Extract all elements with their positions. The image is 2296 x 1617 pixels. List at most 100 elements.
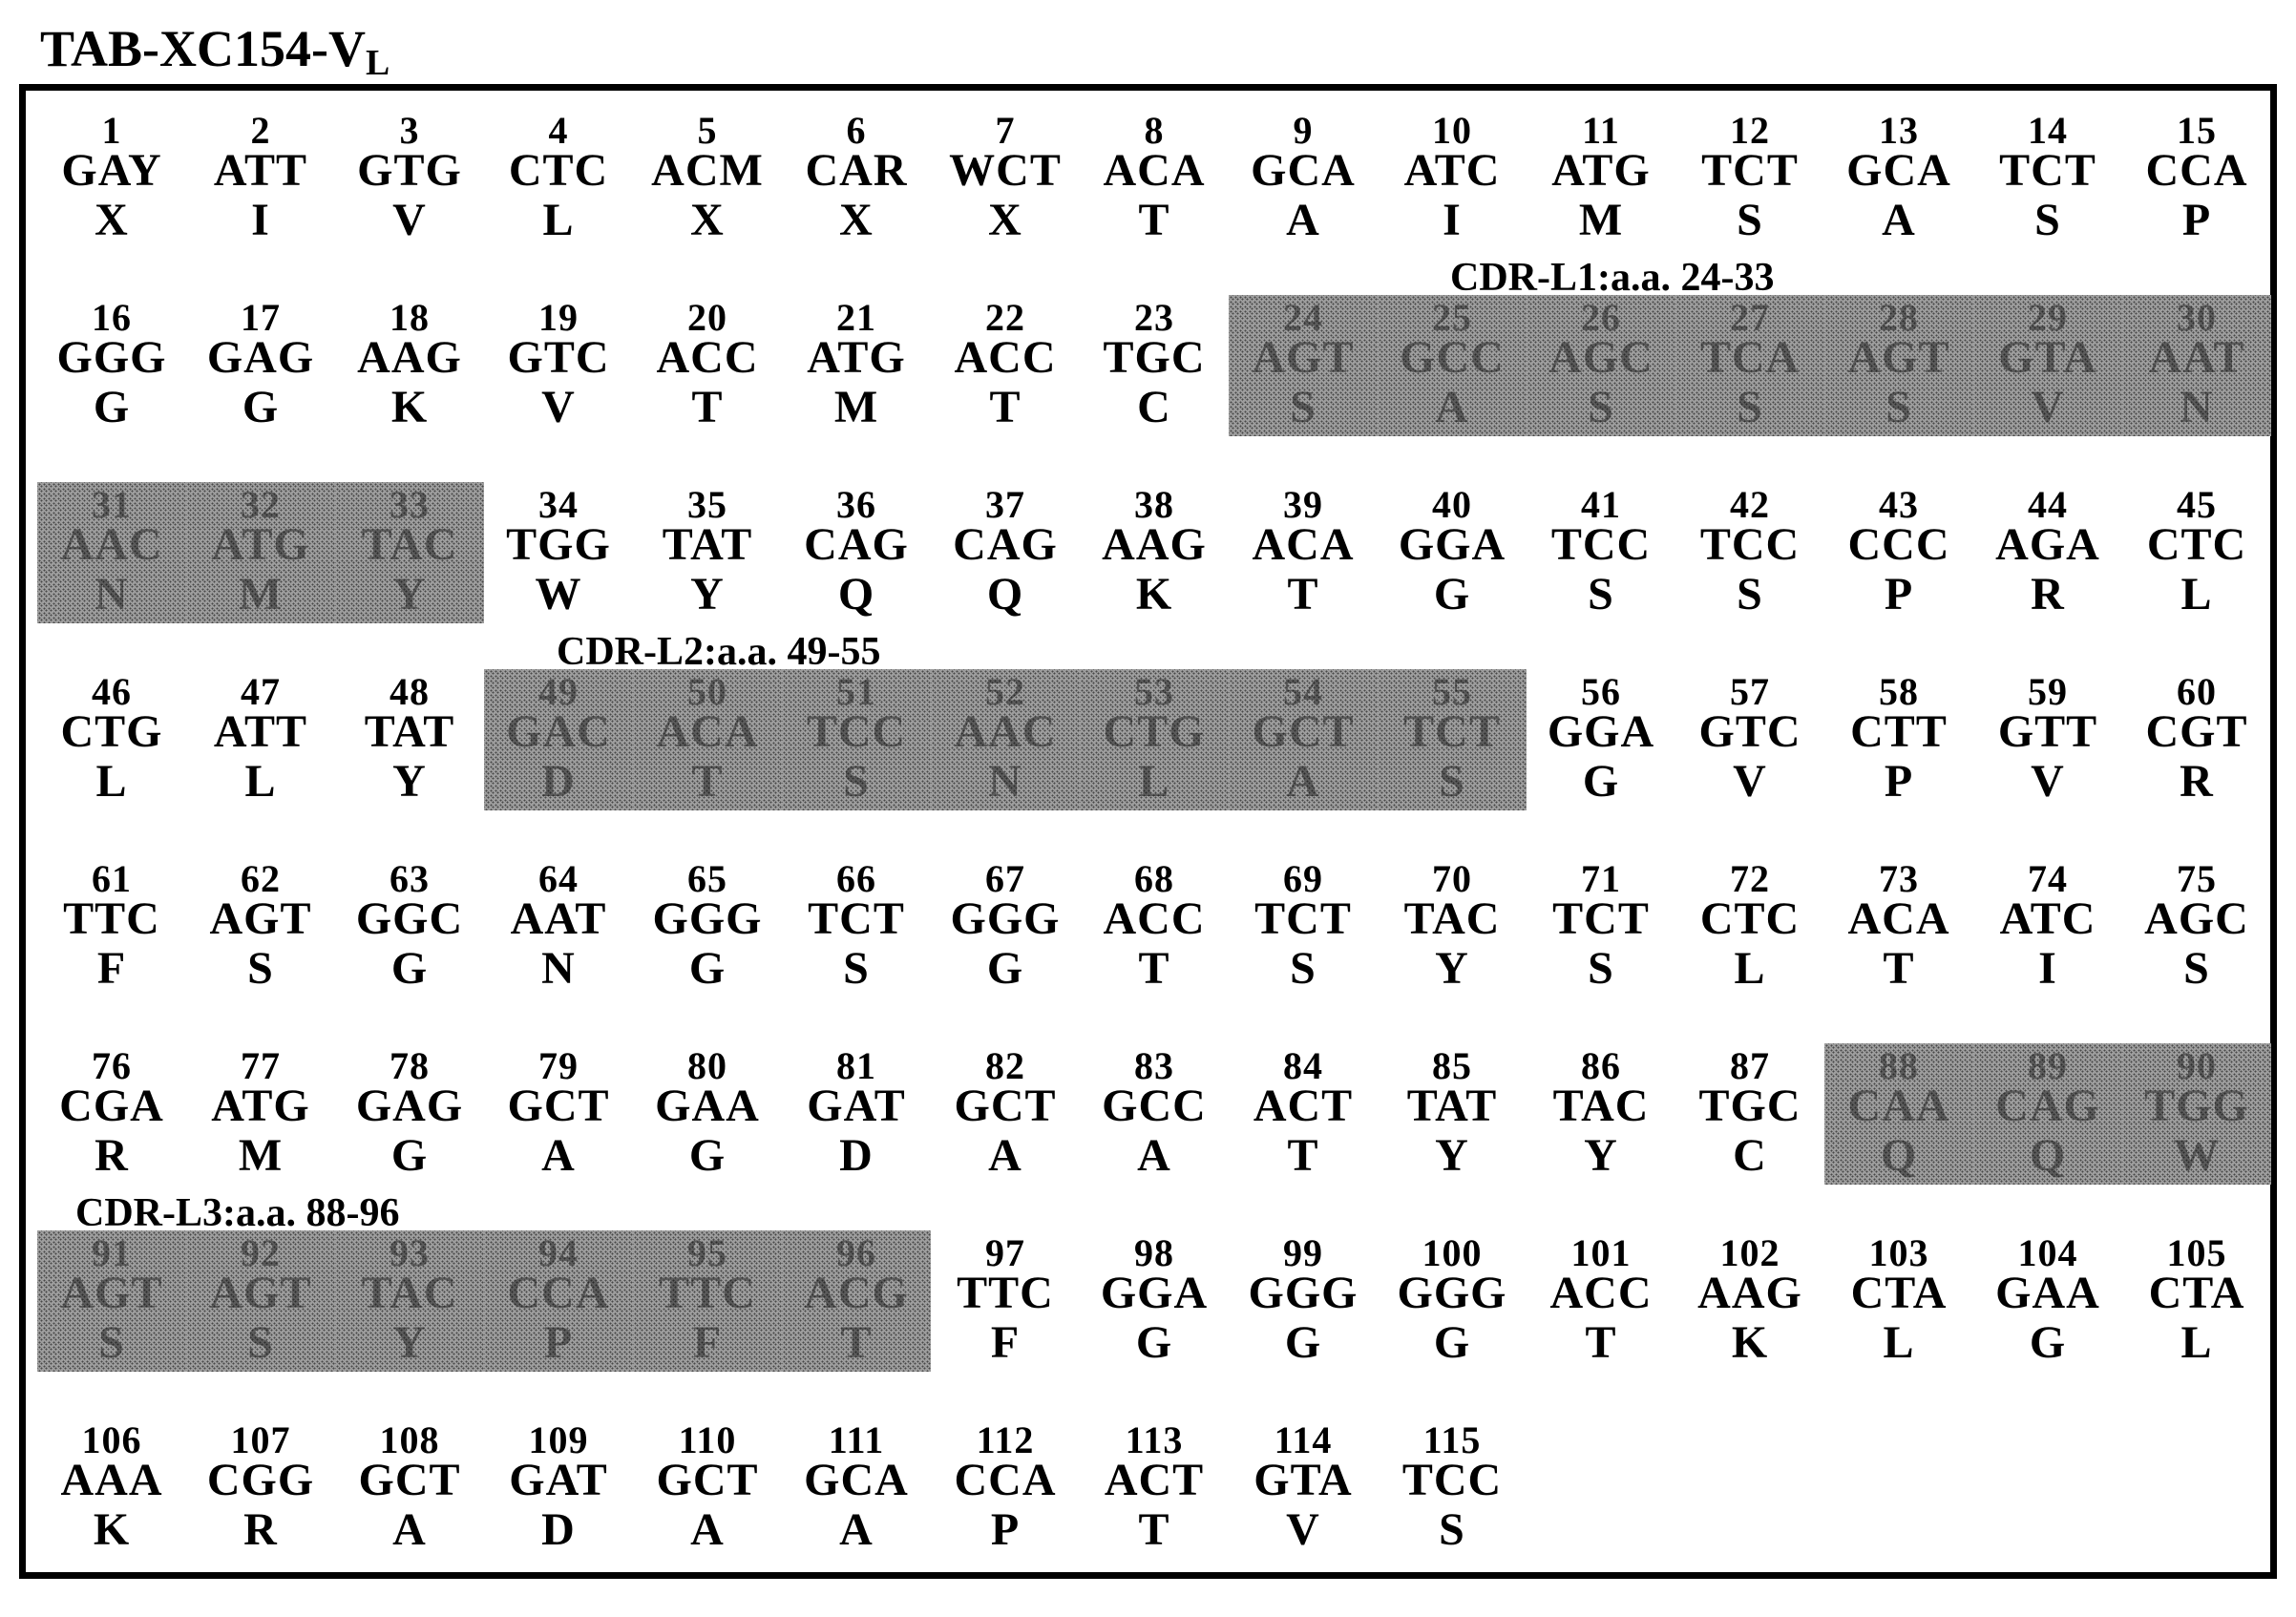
amino-acid: S [1439, 759, 1465, 808]
codon: GCT [656, 1458, 758, 1507]
codon: AGT [60, 1270, 162, 1320]
codon: ATC [2000, 896, 2096, 946]
codon: CTA [1851, 1270, 1948, 1320]
amino-acid: P [1885, 572, 1913, 621]
codon: AAT [511, 896, 607, 946]
amino-acid: Q [2030, 1133, 2066, 1183]
codon: AGT [209, 1270, 311, 1320]
codon: AAA [61, 1458, 163, 1507]
amino-acid: S [1588, 572, 1614, 621]
codon: ATG [807, 335, 905, 385]
codon: TCT [1999, 148, 2096, 198]
cdr-position-cell: 25GCCA [1378, 295, 1527, 436]
amino-acid: M [239, 572, 283, 621]
amino-acid: F [991, 1320, 1020, 1370]
cdr-position-cell: 50ACAT [633, 669, 782, 810]
amino-acid: C [1733, 1133, 1767, 1183]
codon: CCA [508, 1270, 610, 1320]
position-cell: 107CGGR [186, 1418, 335, 1559]
codon: CTG [60, 709, 162, 759]
amino-acid: Q [1881, 1133, 1917, 1183]
position-cell: 114GTAV [1229, 1418, 1378, 1559]
codon: TTC [957, 1270, 1054, 1320]
position-cell: 22ACCT [931, 295, 1080, 436]
amino-acid: M [834, 385, 878, 434]
position-cell: 17GAGG [186, 295, 335, 436]
amino-acid: S [247, 1320, 274, 1370]
position-cell: 76CGAR [37, 1043, 186, 1185]
codon: TCC [1402, 1458, 1502, 1507]
codon: CTG [1103, 709, 1205, 759]
cdr-position-cell: 91AGTS [37, 1230, 186, 1372]
amino-acid: G [1583, 759, 1619, 808]
amino-acid: S [1737, 385, 1763, 434]
codon: ACC [1104, 896, 1206, 946]
position-cell: 2ATTI [186, 108, 335, 249]
codon: ATG [211, 522, 309, 572]
position-cell: 73ACAT [1824, 856, 1973, 998]
codon: TAT [1407, 1083, 1498, 1133]
codon: TGG [506, 522, 611, 572]
amino-acid: M [239, 1133, 283, 1183]
amino-acid: A [1435, 385, 1469, 434]
position-cell: 23TGCC [1080, 295, 1229, 436]
codon: GAT [807, 1083, 905, 1133]
cdr-position-cell: 49GACD [484, 669, 633, 810]
amino-acid: I [251, 198, 270, 247]
position-cell: 60CGTR [2122, 669, 2271, 810]
codon: GAY [61, 148, 161, 198]
codon: AGA [1995, 522, 2100, 572]
amino-acid: T [840, 1320, 872, 1370]
position-cell: 67GGGG [931, 856, 1080, 998]
codon: CAG [804, 522, 909, 572]
amino-acid: G [1434, 572, 1470, 621]
codon: GGA [1101, 1270, 1208, 1320]
cdr-region-label: CDR-L3:a.a. 88-96 [75, 1190, 399, 1236]
position-cell: 20ACCT [633, 295, 782, 436]
codon: ACA [1104, 148, 1206, 198]
amino-acid: G [1136, 1320, 1172, 1370]
position-cell: 16GGGG [37, 295, 186, 436]
codon: CAA [1848, 1083, 1950, 1133]
position-cell: 87TGCC [1675, 1043, 1824, 1185]
sequence-row: 61TTCF62AGTS63GGCG64AATN65GGGG66TCTS67GG… [37, 856, 2259, 998]
codon: ACA [1848, 896, 1950, 946]
amino-acid: S [247, 946, 274, 996]
amino-acid: S [2034, 198, 2061, 247]
position-cell: 66TCTS [782, 856, 931, 998]
sequence-row: CDR-L3:a.a. 88-9691AGTS92AGTS93TACY94CCA… [37, 1230, 2259, 1372]
position-cell: 19GTCV [484, 295, 633, 436]
position-cell: 43CCCP [1824, 482, 1973, 623]
amino-acid: F [97, 946, 126, 996]
position-cell: 39ACAT [1229, 482, 1378, 623]
position-cell: 70TACY [1378, 856, 1527, 998]
codon: TCT [1403, 709, 1501, 759]
cdr-position-cell: 27TCAS [1675, 295, 1824, 436]
amino-acid: S [1737, 198, 1763, 247]
amino-acid: G [1285, 1320, 1321, 1370]
position-cell: 71TCTS [1527, 856, 1675, 998]
amino-acid: S [1737, 572, 1763, 621]
amino-acid: L [1138, 759, 1169, 808]
codon: CGG [207, 1458, 314, 1507]
amino-acid: Y [392, 572, 427, 621]
position-cell: 81GATD [782, 1043, 931, 1185]
codon: TCT [1552, 896, 1650, 946]
position-cell: 1GAYX [37, 108, 186, 249]
codon: GGG [56, 335, 166, 385]
position-cell: 13GCAA [1824, 108, 1973, 249]
cdr-position-cell: 88CAAQ [1824, 1043, 1973, 1185]
codon: GCT [954, 1083, 1056, 1133]
sequence-frame: 1GAYX2ATTI3GTGV4CTCL5ACMX6CARX7WCTX8ACAT… [19, 84, 2277, 1579]
amino-acid: K [94, 1507, 130, 1557]
codon: GTG [357, 148, 462, 198]
codon: TAT [365, 709, 455, 759]
cdr-position-cell: 32ATGM [186, 482, 335, 623]
codon: ACA [1253, 522, 1355, 572]
amino-acid: R [2031, 572, 2065, 621]
codon: TCC [807, 709, 906, 759]
codon: ACM [651, 148, 764, 198]
codon: AAC [955, 709, 1057, 759]
amino-acid: G [391, 1133, 428, 1183]
position-cell: 99GGGG [1229, 1230, 1378, 1372]
